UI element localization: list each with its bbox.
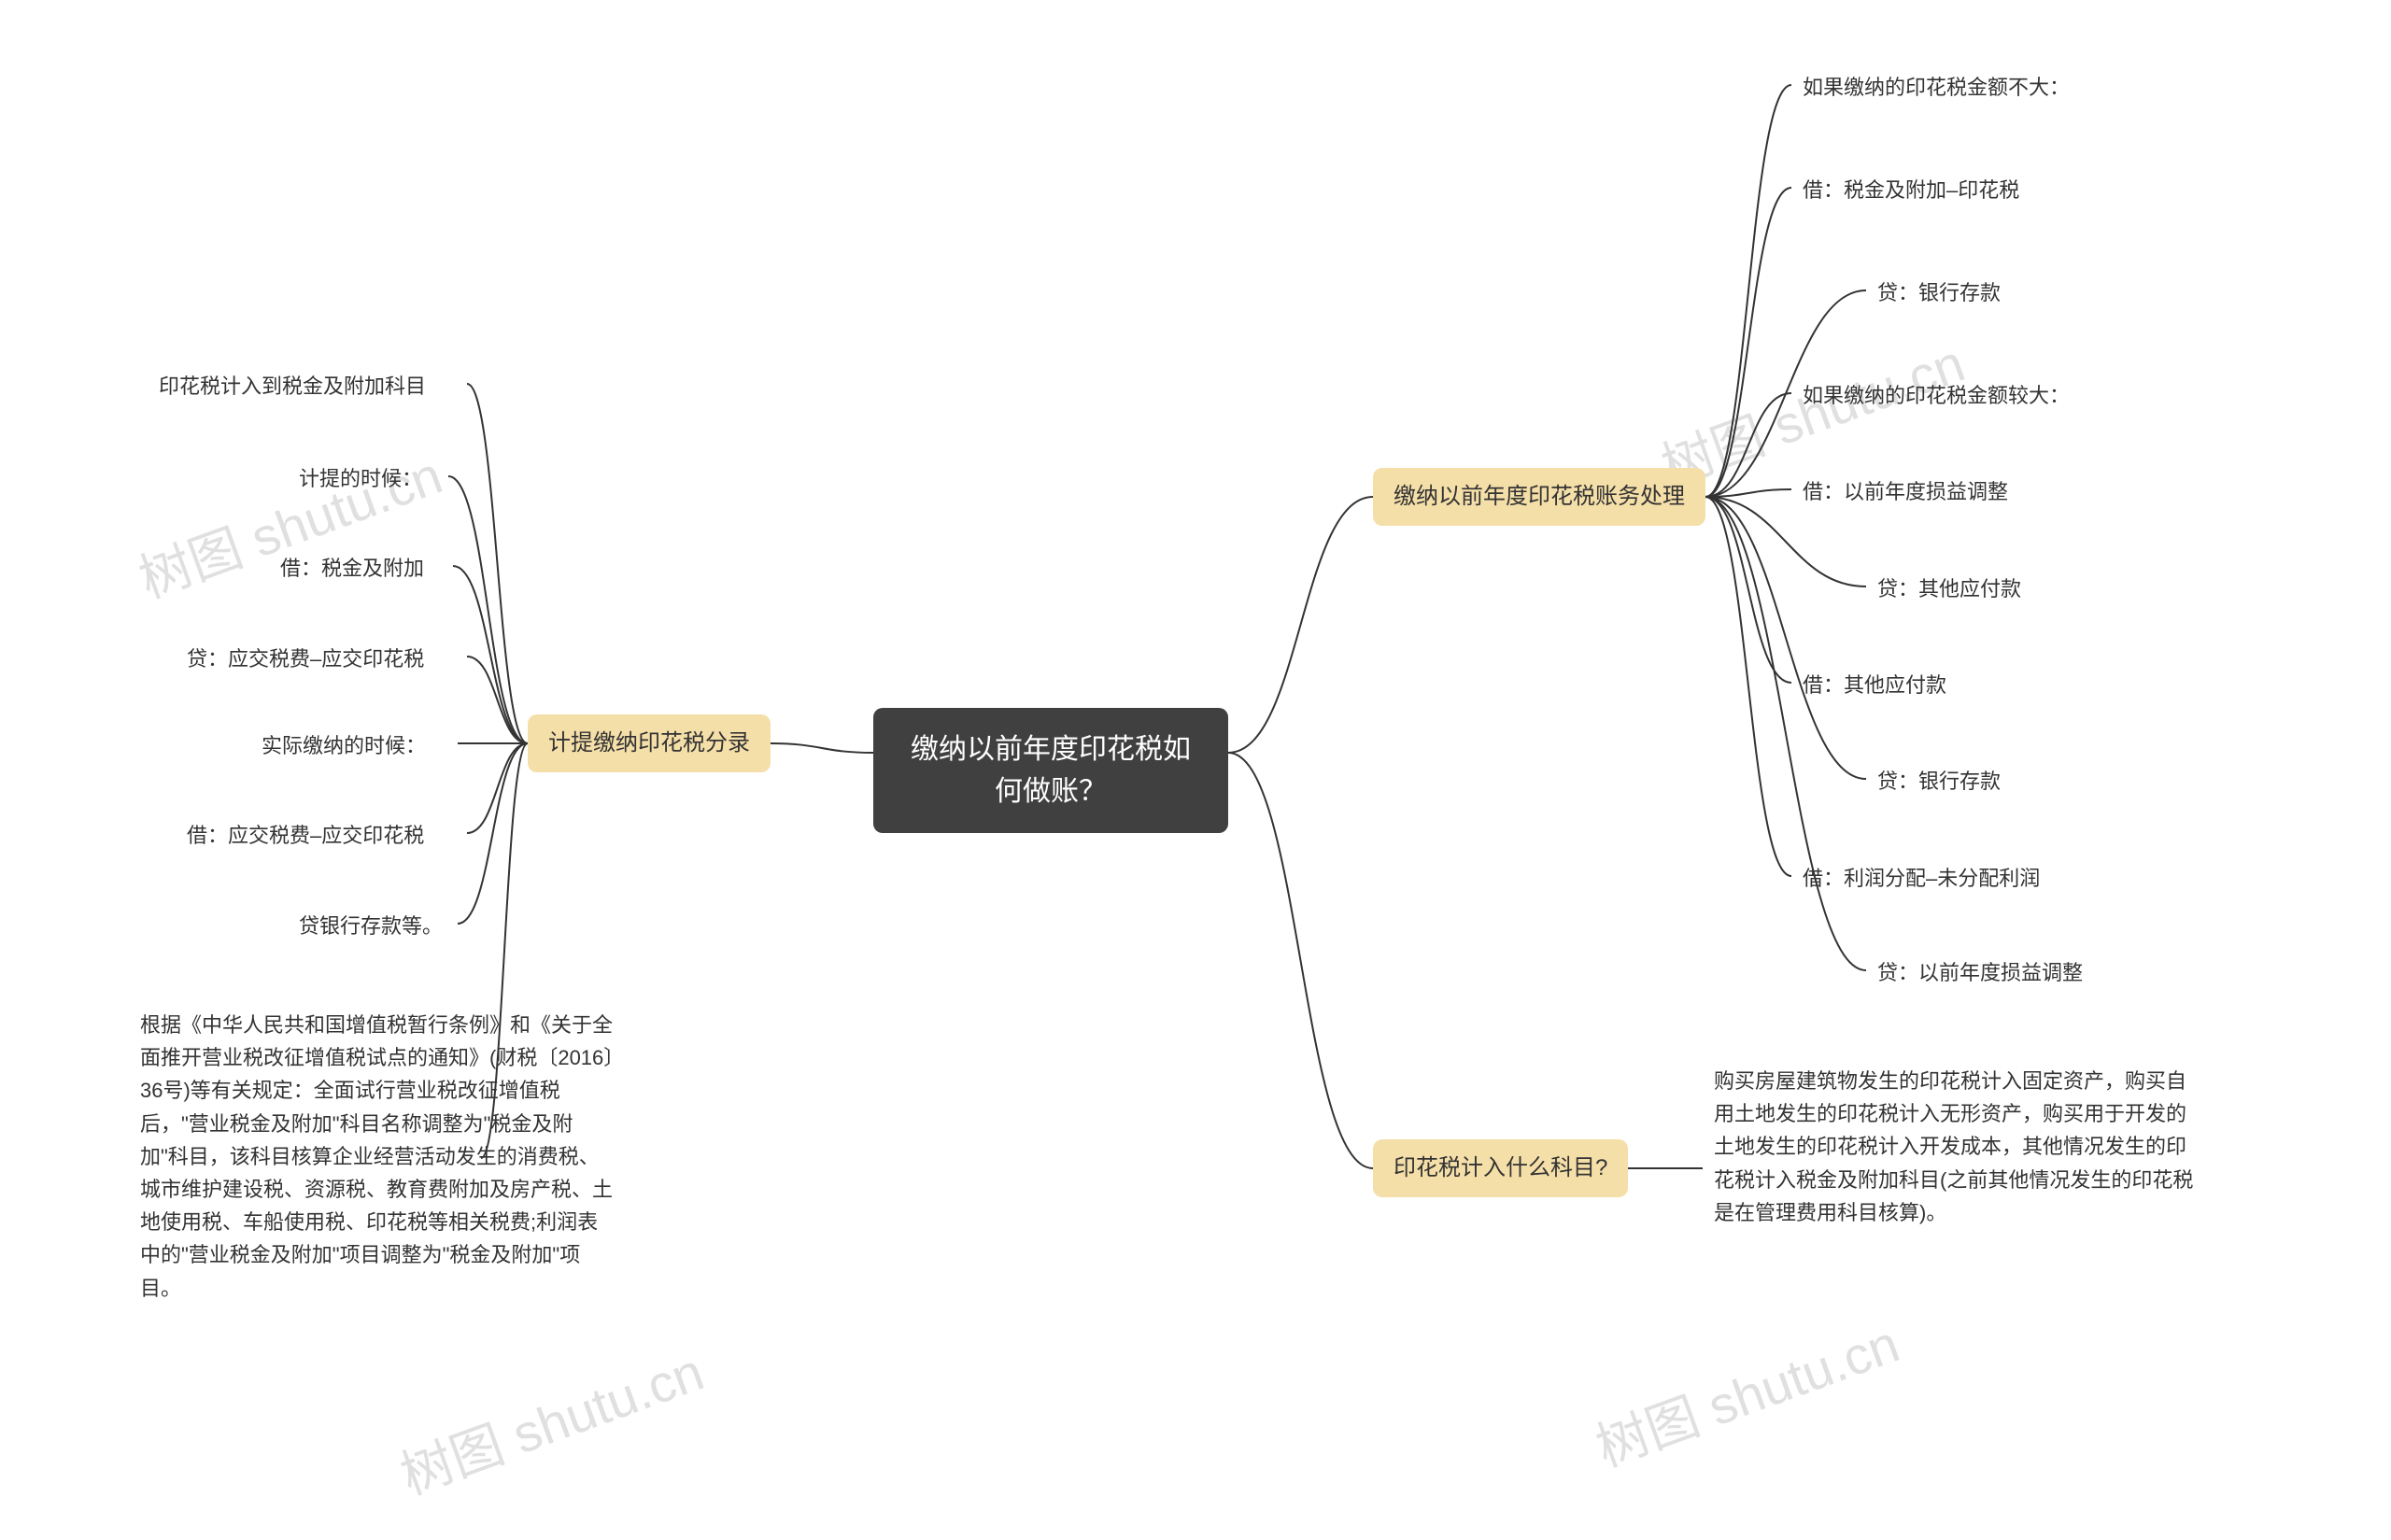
root-node: 缴纳以前年度印花税如何做账？ [873,708,1228,833]
leaf-lb1-1: 计提的时候： [299,461,422,496]
leaf-rb1-0: 如果缴纳的印花税金额不大： [1803,70,2070,105]
leaf-lb1-5: 借：应交税费–应交印花税 [187,818,424,853]
leaf-rb1-1: 借：税金及附加–印花税 [1803,173,2019,207]
leaf-text: 贷：银行存款 [1877,281,2001,304]
leaf-text: 贷：银行存款 [1877,770,2001,793]
watermark: 树图 shutu.cn [1584,1302,1908,1481]
leaf-lb1-7: 根据《中华人民共和国增值税暂行条例》和《关于全面推开营业税改征增值税试点的通知》… [140,1009,616,1305]
leaf-rb2-0: 购买房屋建筑物发生的印花税计入固定资产，购买自用土地发生的印花税计入无形资产，购… [1714,1065,2200,1229]
branch-which-account: 印花税计入什么科目? [1373,1139,1628,1197]
leaf-rb1-9: 贷：以前年度损益调整 [1877,955,2083,990]
branch-label: 印花税计入什么科目? [1394,1155,1607,1180]
leaf-rb1-7: 贷：银行存款 [1877,764,2001,798]
leaf-text: 实际缴纳的时候： [262,734,426,757]
leaf-lb1-3: 贷：应交税费–应交印花税 [187,642,424,676]
branch-accrual-entries: 计提缴纳印花税分录 [528,714,771,772]
root-label: 缴纳以前年度印花税如何做账？ [911,734,1191,807]
leaf-text: 如果缴纳的印花税金额较大： [1803,384,2070,407]
watermark: 树图 shutu.cn [389,1330,713,1509]
leaf-text: 计提的时候： [299,467,422,490]
leaf-text: 贷：应交税费–应交印花税 [187,647,424,671]
branch-label: 缴纳以前年度印花税账务处理 [1394,484,1685,509]
leaf-rb1-8: 借：利润分配–未分配利润 [1803,861,2040,896]
leaf-lb1-0: 印花税计入到税金及附加科目 [159,369,426,403]
leaf-rb1-3: 如果缴纳的印花税金额较大： [1803,378,2070,413]
leaf-text: 借：以前年度损益调整 [1803,480,2008,503]
leaf-lb1-4: 实际缴纳的时候： [262,728,426,763]
leaf-rb1-2: 贷：银行存款 [1877,276,2001,310]
leaf-text: 借：税金及附加 [280,557,424,580]
leaf-lb1-2: 借：税金及附加 [280,551,424,586]
leaf-text: 借：利润分配–未分配利润 [1803,867,2040,890]
leaf-rb1-5: 贷：其他应付款 [1877,572,2021,606]
leaf-text: 借：应交税费–应交印花税 [187,824,424,847]
leaf-rb1-4: 借：以前年度损益调整 [1803,474,2008,509]
leaf-text: 印花税计入到税金及附加科目 [159,374,426,398]
leaf-text: 如果缴纳的印花税金额不大： [1803,76,2070,99]
branch-label: 计提缴纳印花税分录 [548,730,750,756]
branch-prior-year-stamp-tax: 缴纳以前年度印花税账务处理 [1373,468,1705,526]
leaf-lb1-6: 贷银行存款等。 [299,909,443,943]
leaf-rb1-6: 借：其他应付款 [1803,668,1946,702]
leaf-text: 借：其他应付款 [1803,673,1946,697]
leaf-text: 贷：其他应付款 [1877,577,2021,600]
leaf-text: 借：税金及附加–印花税 [1803,178,2019,202]
leaf-text: 根据《中华人民共和国增值税暂行条例》和《关于全面推开营业税改征增值税试点的通知》… [140,1013,614,1300]
leaf-text: 贷银行存款等。 [299,914,443,938]
leaf-text: 购买房屋建筑物发生的印花税计入固定资产，购买自用土地发生的印花税计入无形资产，购… [1714,1069,2193,1224]
leaf-text: 贷：以前年度损益调整 [1877,961,2083,984]
